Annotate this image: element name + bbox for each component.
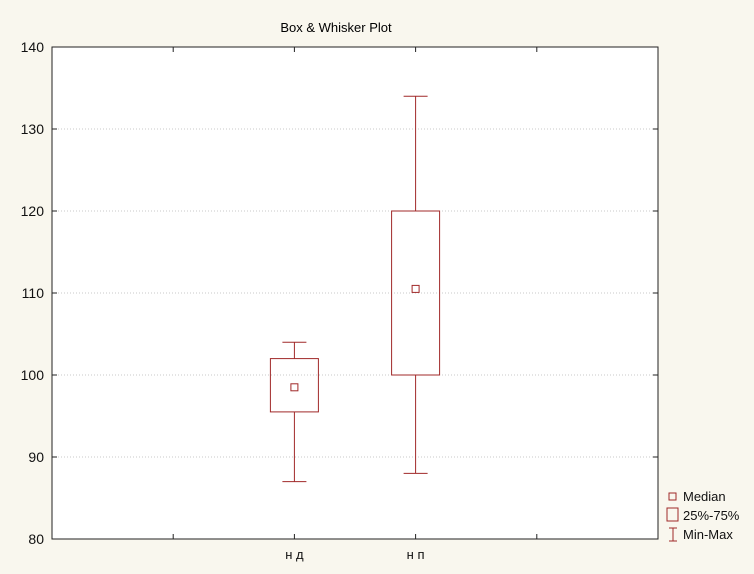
legend-label: 25%-75% <box>683 508 740 523</box>
legend-label: Min-Max <box>683 527 733 542</box>
legend-label: Median <box>683 489 726 504</box>
chart-title: Box & Whisker Plot <box>280 20 392 35</box>
y-tick-label: 80 <box>28 531 44 547</box>
legend-median-icon <box>669 493 676 500</box>
y-tick-label: 140 <box>21 39 45 55</box>
x-category-label: н д <box>285 547 304 562</box>
y-tick-label: 130 <box>21 121 45 137</box>
legend-box-icon <box>667 508 678 521</box>
x-category-label: н п <box>407 547 425 562</box>
y-tick-label: 100 <box>21 367 45 383</box>
y-tick-label: 110 <box>22 285 45 301</box>
y-tick-label: 120 <box>21 203 45 219</box>
y-tick-label: 90 <box>28 449 44 465</box>
